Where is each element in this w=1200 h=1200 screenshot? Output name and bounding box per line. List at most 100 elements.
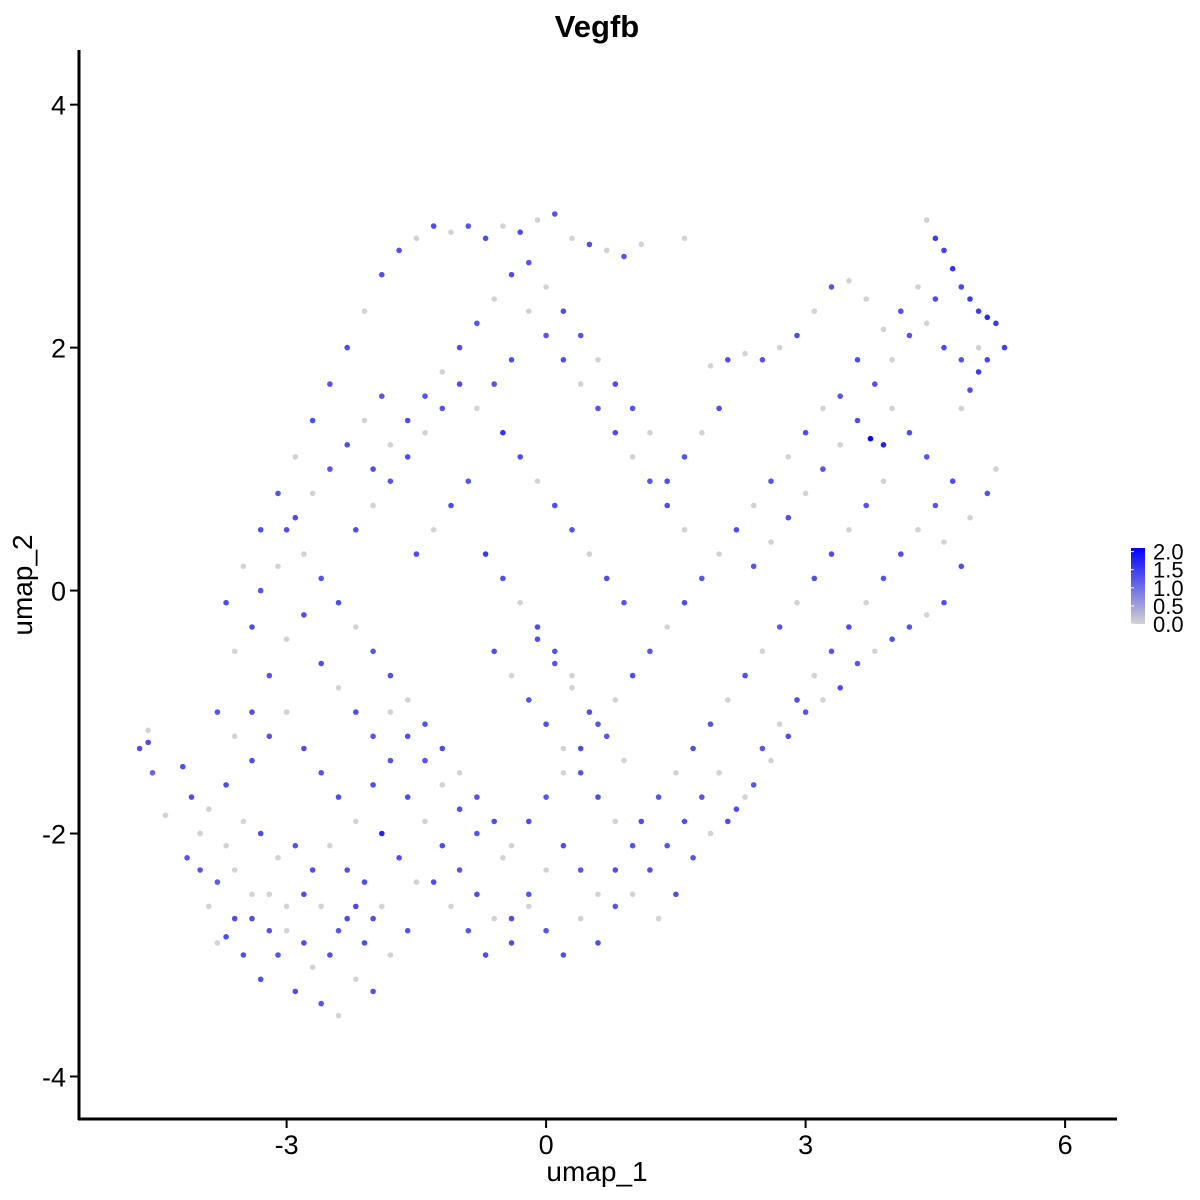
scatter-point bbox=[846, 624, 852, 630]
scatter-point bbox=[776, 344, 783, 351]
scatter-point bbox=[257, 976, 264, 983]
scatter-point bbox=[543, 721, 549, 727]
scatter-point bbox=[145, 727, 151, 734]
scatter-point bbox=[439, 782, 446, 788]
scatter-point bbox=[725, 697, 731, 703]
scatter-point bbox=[707, 721, 714, 727]
scatter-point bbox=[681, 818, 688, 825]
scatter-point bbox=[370, 648, 376, 655]
scatter-point bbox=[776, 624, 783, 630]
scatter-point bbox=[474, 405, 480, 412]
scatter-point bbox=[552, 211, 558, 217]
scatter-point bbox=[379, 271, 385, 278]
scatter-point bbox=[577, 332, 584, 339]
scatter-point bbox=[508, 842, 515, 849]
scatter-point bbox=[439, 405, 446, 412]
scatter-point bbox=[275, 563, 281, 570]
scatter-point bbox=[379, 830, 385, 837]
scatter-point bbox=[456, 806, 463, 812]
scatter-point bbox=[967, 514, 973, 521]
scatter-point bbox=[837, 685, 843, 691]
scatter-point bbox=[223, 782, 229, 788]
scatter-point bbox=[603, 247, 610, 254]
scatter-point bbox=[569, 672, 575, 679]
scatter-point bbox=[750, 502, 757, 509]
scatter-point bbox=[526, 697, 532, 703]
scatter-point bbox=[301, 891, 307, 898]
scatter-point bbox=[309, 867, 316, 873]
scatter-point bbox=[335, 599, 342, 606]
scatter-point bbox=[802, 709, 809, 715]
scatter-point bbox=[456, 381, 463, 387]
scatter-point bbox=[430, 223, 437, 229]
scatter-point bbox=[379, 903, 385, 910]
scatter-point bbox=[249, 757, 255, 764]
scatter-point bbox=[335, 794, 342, 800]
scatter-point bbox=[439, 745, 446, 752]
chart-title: Vegfb bbox=[555, 9, 639, 44]
scatter-point bbox=[508, 940, 515, 946]
scatter-point bbox=[552, 660, 558, 667]
scatter-point bbox=[664, 842, 670, 849]
scatter-point bbox=[716, 770, 722, 776]
legend-label: 2.0 bbox=[1153, 540, 1184, 565]
scatter-point bbox=[231, 733, 238, 740]
scatter-point bbox=[837, 393, 843, 400]
scatter-point bbox=[880, 326, 887, 333]
scatter-point bbox=[543, 927, 549, 934]
scatter-point bbox=[595, 891, 601, 898]
scatter-point bbox=[889, 636, 895, 642]
scatter-point bbox=[828, 648, 835, 655]
scatter-point bbox=[240, 952, 247, 958]
scatter-point bbox=[361, 940, 368, 946]
scatter-point bbox=[491, 296, 498, 302]
legend-label: 1.0 bbox=[1153, 576, 1184, 601]
scatter-point bbox=[318, 903, 325, 910]
y-tick-label: -2 bbox=[42, 820, 66, 850]
scatter-point bbox=[681, 527, 688, 533]
scatter-point bbox=[318, 660, 325, 667]
scatter-point bbox=[681, 235, 688, 242]
scatter-point bbox=[353, 903, 359, 910]
scatter-point bbox=[249, 709, 255, 715]
scatter-point bbox=[266, 891, 273, 898]
x-axis-label: umap_1 bbox=[546, 1156, 647, 1187]
scatter-point bbox=[543, 284, 549, 290]
x-tick-label: 3 bbox=[798, 1130, 813, 1160]
scatter-point bbox=[136, 745, 143, 752]
scatter-point bbox=[681, 454, 688, 460]
scatter-point bbox=[889, 357, 895, 363]
scatter-point bbox=[603, 733, 610, 740]
scatter-point bbox=[309, 417, 316, 424]
scatter-point bbox=[231, 648, 238, 655]
scatter-point bbox=[353, 818, 359, 825]
scatter-point bbox=[500, 429, 506, 436]
scatter-point bbox=[776, 721, 783, 727]
scatter-point bbox=[387, 442, 394, 448]
scatter-point bbox=[621, 253, 627, 260]
scatter-point bbox=[534, 624, 541, 630]
scatter-point bbox=[560, 952, 567, 958]
scatter-point bbox=[560, 770, 567, 776]
scatter-point bbox=[742, 672, 748, 679]
scatter-point bbox=[932, 502, 939, 509]
scatter-point bbox=[577, 915, 584, 922]
scatter-point bbox=[863, 599, 869, 606]
scatter-point bbox=[811, 308, 818, 315]
scatter-point bbox=[197, 830, 203, 837]
scatter-point bbox=[474, 891, 480, 898]
scatter-point bbox=[647, 648, 653, 655]
color-legend: 2.01.51.00.50.0 bbox=[1131, 540, 1184, 637]
scatter-point bbox=[664, 502, 670, 509]
scatter-point bbox=[292, 454, 299, 460]
scatter-point bbox=[223, 842, 229, 849]
scatter-point bbox=[482, 235, 489, 242]
scatter-point bbox=[534, 636, 541, 642]
scatter-point bbox=[629, 842, 636, 849]
scatter-point bbox=[854, 357, 861, 363]
scatter-point bbox=[404, 733, 411, 740]
scatter-point bbox=[214, 879, 221, 885]
scatter-point bbox=[647, 429, 653, 436]
scatter-point bbox=[249, 624, 255, 630]
scatter-point bbox=[214, 940, 221, 946]
